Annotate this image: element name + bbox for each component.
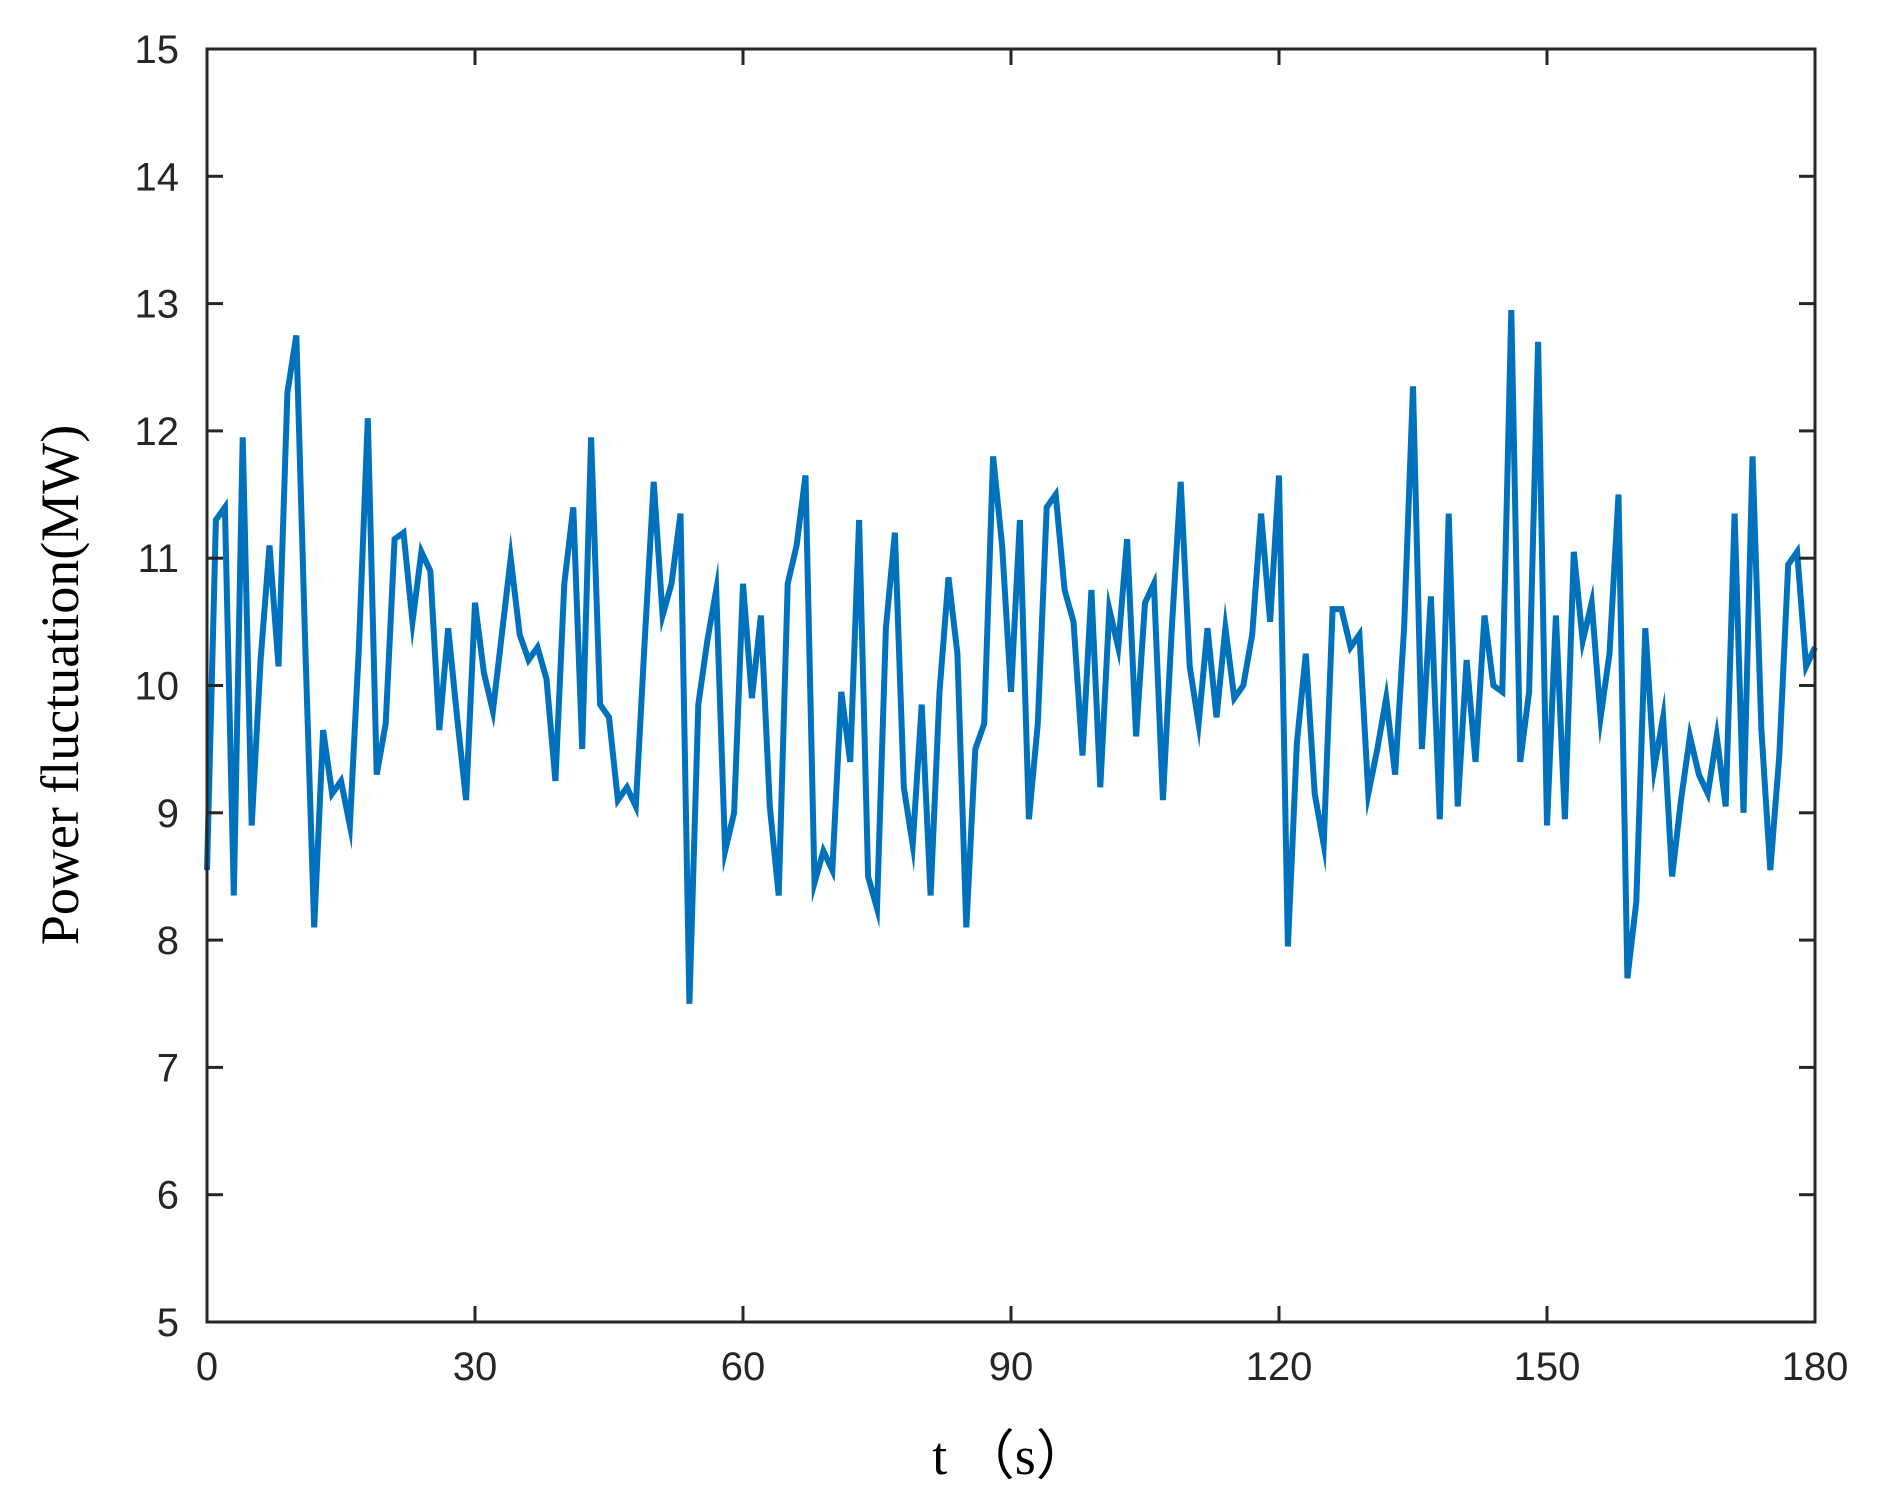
x-tick-label: 30 — [453, 1345, 498, 1389]
x-tick-label: 0 — [196, 1345, 218, 1389]
y-tick-label: 5 — [157, 1301, 179, 1345]
x-tick-label: 150 — [1514, 1345, 1581, 1389]
y-tick-label: 7 — [157, 1046, 179, 1090]
y-tick-label: 12 — [135, 410, 180, 454]
x-tick-label: 180 — [1782, 1345, 1849, 1389]
x-tick-label: 90 — [989, 1345, 1034, 1389]
x-axis-label: t （s） — [932, 1426, 1090, 1486]
x-axis: 0 30 60 90 120 150 180 — [196, 49, 1849, 1389]
y-tick-label: 10 — [135, 665, 180, 709]
x-tick-label: 120 — [1246, 1345, 1313, 1389]
y-axis-label: Power fluctuation(MW) — [30, 425, 90, 945]
data-layer — [204, 309, 1818, 1004]
y-tick-label: 8 — [157, 919, 179, 963]
y-tick-label: 9 — [157, 792, 179, 836]
y-tick-label: 13 — [135, 283, 180, 327]
series-line-0 — [204, 309, 1818, 1004]
y-tick-label: 15 — [135, 28, 180, 72]
y-tick-label: 6 — [157, 1174, 179, 1218]
x-tick-label: 60 — [721, 1345, 766, 1389]
y-axis: 5 6 7 8 9 10 11 12 13 14 15 — [135, 28, 1815, 1345]
y-tick-label: 11 — [137, 537, 179, 581]
y-tick-label: 14 — [135, 155, 180, 199]
